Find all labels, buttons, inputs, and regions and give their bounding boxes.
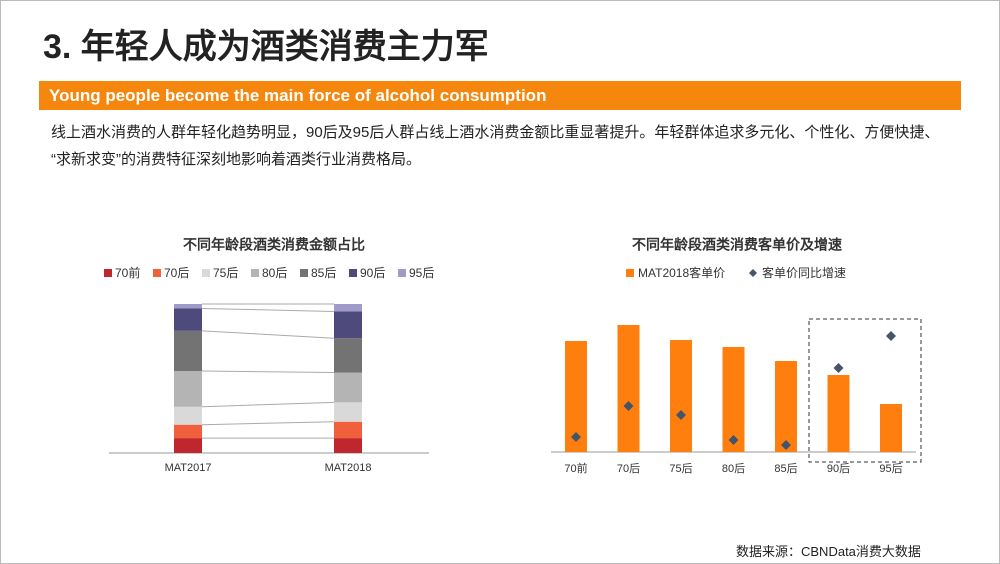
bar-segment (174, 304, 202, 309)
legend-swatch (398, 269, 406, 277)
x-tick-label: 70后 (617, 462, 640, 475)
bar-segment (174, 371, 202, 407)
banner: Young people become the main force of al… (39, 81, 961, 110)
bar-segment (174, 438, 202, 453)
x-tick-label: 95后 (879, 462, 902, 475)
x-tick-label: 75后 (669, 462, 692, 475)
legend-label: MAT2018客单价 (638, 265, 725, 280)
bar (617, 325, 640, 452)
bar-segment (174, 424, 202, 439)
slide-title: 3. 年轻人成为酒类消费主力军 (43, 28, 489, 66)
legend-swatch (349, 269, 357, 277)
connector (201, 307, 335, 312)
x-tick-label: 80后 (722, 462, 745, 475)
legend-swatch (153, 269, 161, 277)
legend-label: 90后 (360, 266, 385, 280)
connector (201, 421, 335, 426)
x-tick-label: MAT2017 (165, 462, 212, 474)
marker (728, 435, 739, 445)
legend-label: 80后 (262, 266, 287, 280)
bar-segment (334, 438, 362, 453)
bar-segment (334, 338, 362, 373)
bar-segment (334, 311, 362, 339)
bar-segment (174, 406, 202, 425)
highlight-box (808, 318, 922, 463)
x-tick-label: MAT2018 (325, 462, 372, 474)
chart-title: 不同年龄段酒类消费金额占比 (183, 237, 365, 253)
marker (781, 440, 791, 450)
legend-label: 95后 (409, 266, 434, 280)
x-tick-label: 85后 (774, 462, 797, 475)
x-tick-label: 90后 (827, 462, 850, 475)
marker (676, 410, 686, 420)
legend-swatch (202, 269, 210, 277)
legend-swatch (104, 269, 112, 277)
connector (201, 370, 335, 374)
bar-segment (334, 304, 362, 312)
bar-segment (334, 402, 362, 422)
bar (670, 340, 692, 452)
connector (201, 330, 335, 339)
bar (827, 375, 850, 452)
bar-segment (174, 330, 202, 372)
source: 数据来源：CBNData消费大数据 (736, 544, 921, 559)
legend-swatch (626, 269, 634, 277)
subtitle: Young people become the main force of al… (49, 86, 547, 105)
bar-segment (334, 372, 362, 403)
legend-swatch (300, 269, 308, 277)
bar-segment (334, 421, 362, 439)
marker (571, 432, 581, 442)
connector (201, 401, 335, 408)
x-tick-label: 70前 (564, 461, 587, 475)
legend-marker (749, 269, 757, 277)
legend-label: 85后 (311, 266, 336, 280)
marker (886, 331, 896, 341)
bar (775, 361, 797, 452)
marker (833, 363, 844, 373)
body-text: 线上酒水消费的人群年轻化趋势明显，90后及95后人群占线上酒水消费金额比重显著提… (51, 124, 940, 168)
legend-label: 客单价同比增速 (762, 265, 846, 280)
bar (880, 404, 902, 452)
legend-label: 75后 (213, 266, 238, 280)
bar (565, 341, 587, 452)
legend-label: 70后 (164, 266, 189, 280)
chart-title: 不同年龄段酒类消费客单价及增速 (632, 237, 842, 253)
bar-segment (174, 308, 202, 331)
bar (722, 347, 745, 452)
legend-label: 70前 (115, 265, 140, 280)
legend-swatch (251, 269, 259, 277)
marker (623, 401, 634, 411)
